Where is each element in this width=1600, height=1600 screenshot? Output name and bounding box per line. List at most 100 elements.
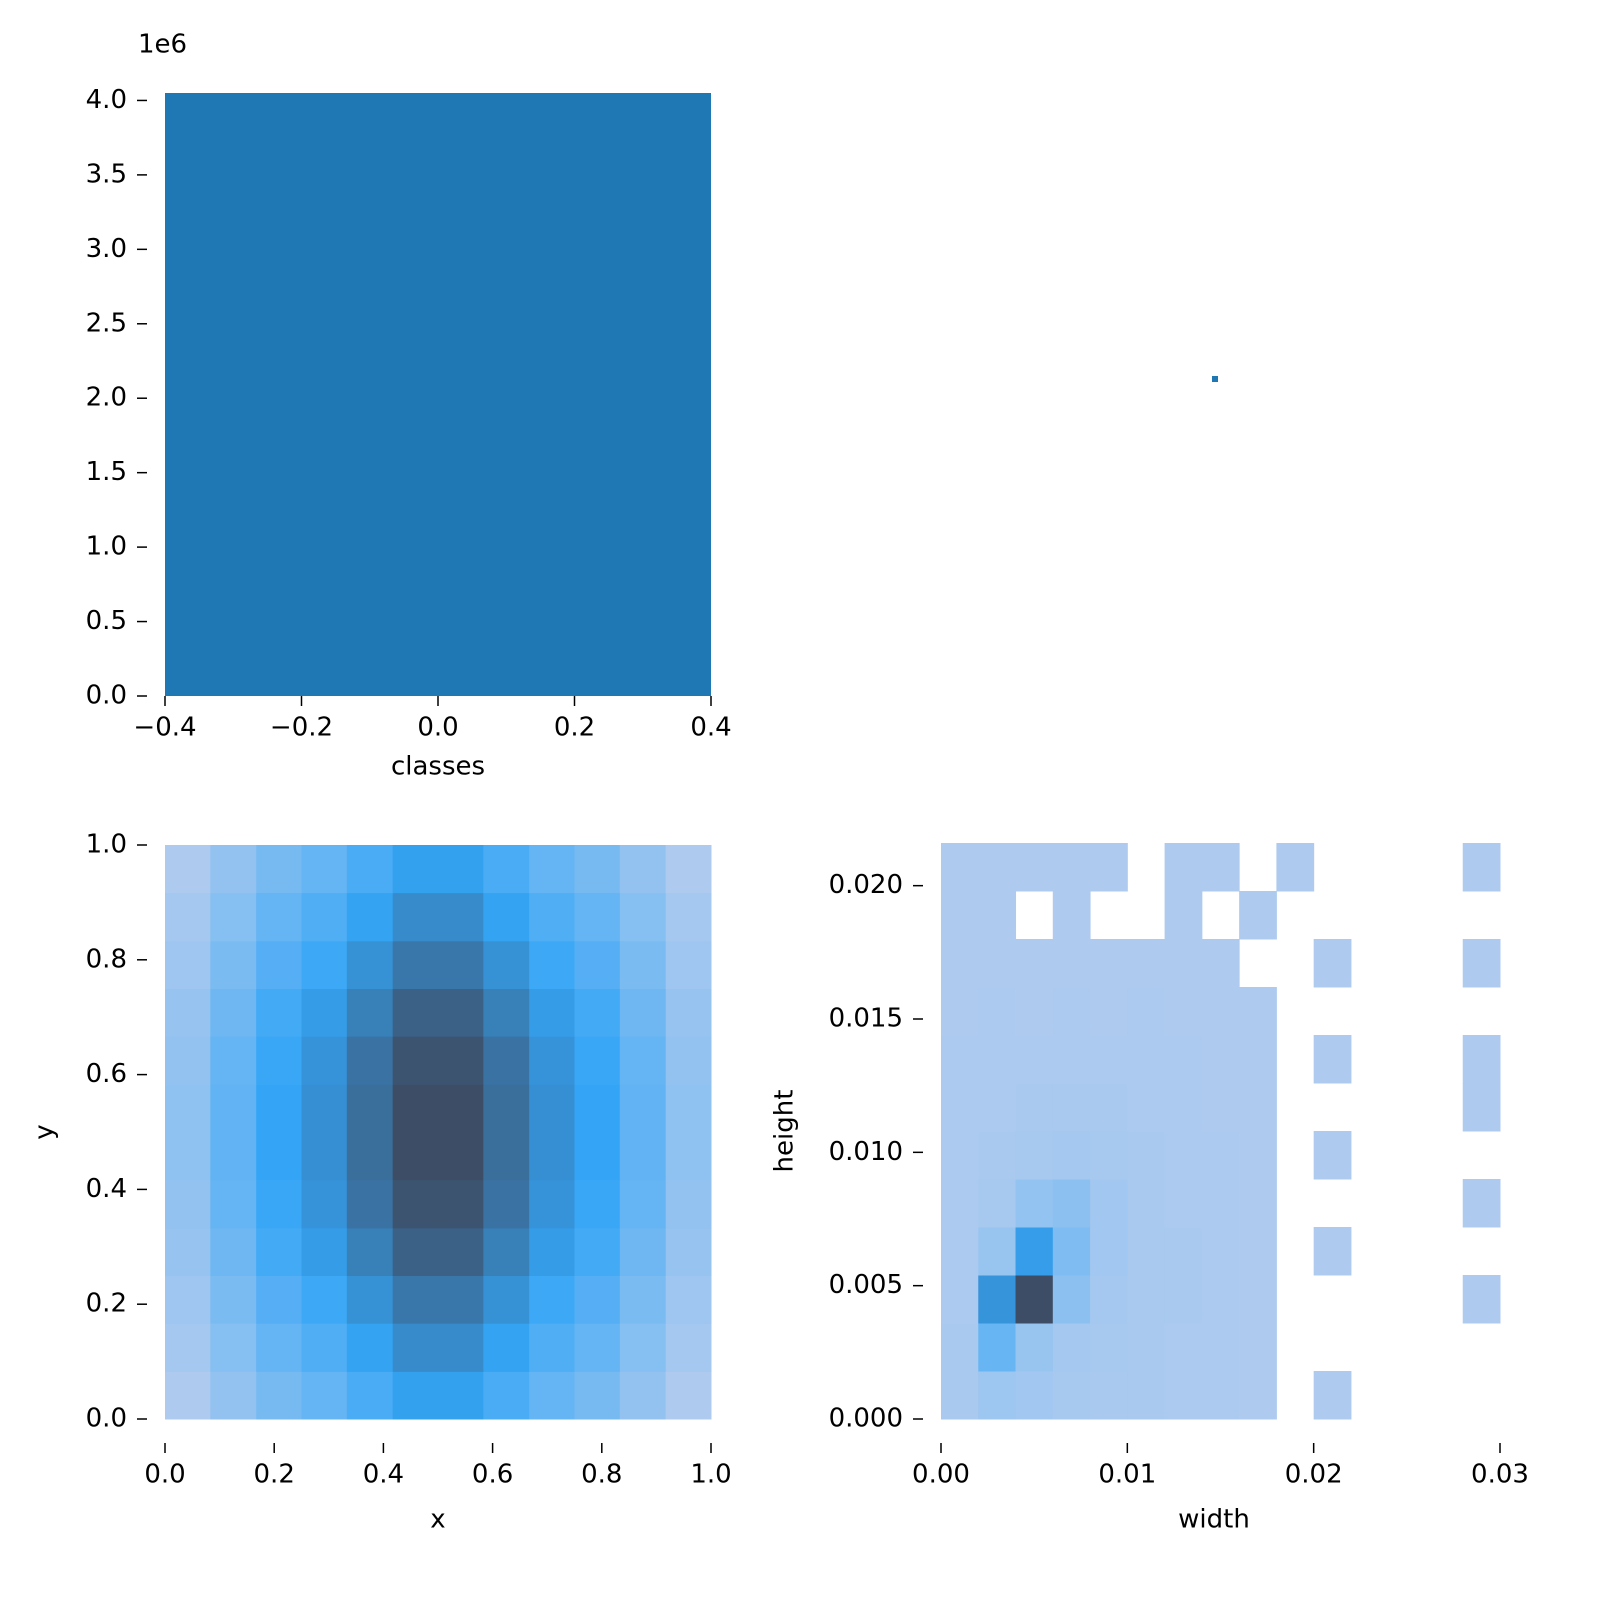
y-tick-label: 0.6 [86, 1059, 127, 1089]
y-tick-label: 0.010 [829, 1137, 903, 1167]
heatmap-cell [529, 1227, 575, 1276]
heatmap-cell [1313, 1131, 1352, 1180]
heatmap-cell [392, 892, 439, 942]
heatmap-cell [210, 988, 257, 1037]
heatmap-cell [941, 1179, 979, 1228]
heatmap-cell [165, 1275, 211, 1324]
heatmap-cell [619, 1132, 667, 1181]
x-tick-label: −0.4 [133, 713, 196, 743]
heatmap-cell [619, 845, 667, 894]
heatmap-cell [941, 1275, 979, 1324]
heatmap-cell [256, 1179, 302, 1229]
heatmap-cell [392, 1084, 439, 1133]
heatmap-cell [165, 1323, 211, 1372]
heatmap-cell [346, 1275, 394, 1324]
heatmap-cell [301, 1371, 348, 1420]
heatmap-cell [1127, 1083, 1166, 1132]
heatmap-cell [665, 940, 712, 989]
heatmap-cell [619, 988, 667, 1037]
heatmap-cell [619, 892, 667, 942]
heatmap-cell [346, 1179, 394, 1229]
y-tick-label: 0.020 [829, 870, 903, 900]
heatmap-cell [574, 1036, 621, 1085]
heatmap-cell [574, 1275, 621, 1324]
heatmap-cell [529, 1179, 575, 1229]
heatmap-cell [438, 1084, 484, 1133]
heatmap-cell [1052, 1227, 1091, 1276]
heatmap-cell [1313, 1371, 1352, 1420]
heatmap-cell [1239, 1035, 1277, 1084]
y-tick-label: 0.4 [86, 1174, 127, 1204]
heatmap-cell [165, 988, 211, 1037]
heatmap-cell [438, 845, 484, 894]
heatmap-cell [1127, 1275, 1166, 1324]
heatmap-cell [1015, 843, 1054, 892]
heatmap-cell [392, 988, 439, 1037]
heatmap-cell [529, 1084, 575, 1133]
x-axis-label: x [430, 1505, 445, 1535]
heatmap-cell [978, 1275, 1017, 1324]
heatmap-cell [1127, 1227, 1166, 1276]
heatmap-cell [978, 1323, 1017, 1372]
axis-offset-text: 1e6 [138, 30, 187, 60]
heatmap-cell [665, 892, 712, 942]
heatmap-cell [1239, 1131, 1277, 1180]
heatmap-cell [941, 891, 979, 940]
heatmap-cell [1127, 1179, 1166, 1228]
x-tick-label: 0.8 [581, 1460, 622, 1490]
heatmap-cell [978, 1227, 1017, 1276]
heatmap-cell [665, 1036, 712, 1085]
heatmap-cell [1164, 939, 1203, 988]
heatmap-cell [301, 1227, 348, 1276]
heatmap-cell [978, 843, 1017, 892]
heatmap-cell [1462, 1275, 1501, 1324]
heatmap-cell [256, 845, 302, 894]
heatmap-cell [665, 988, 712, 1037]
heatmap-cell [619, 940, 667, 989]
heatmap-cell [346, 845, 394, 894]
heatmap-cell [210, 1227, 257, 1276]
heatmap-cell [392, 1179, 439, 1229]
heatmap-cell [941, 1083, 979, 1132]
heatmap-cell [1201, 1035, 1240, 1084]
x-tick-label: 0.2 [254, 1460, 295, 1490]
heatmap-cell [483, 892, 530, 942]
heatmap-cell [1313, 1227, 1352, 1276]
heatmap-cell [210, 940, 257, 989]
heatmap-cell [301, 1132, 348, 1181]
x-tick-label: 0.02 [1285, 1460, 1343, 1490]
heatmap-cell [438, 1179, 484, 1229]
heatmap-cell [1313, 1035, 1352, 1084]
heatmap-cell [483, 845, 530, 894]
heatmap-cell [619, 1371, 667, 1420]
heatmap-cell [529, 988, 575, 1037]
heatmap-cell [438, 1371, 484, 1420]
heatmap-cell [1164, 987, 1203, 1036]
x-tick-label: 0.2 [554, 713, 595, 743]
heatmap-cell [619, 1227, 667, 1276]
bar [165, 93, 711, 696]
x-tick-label: 0.0 [144, 1460, 185, 1490]
heatmap-cell [665, 1227, 712, 1276]
heatmap-cell [1015, 1371, 1054, 1420]
x-tick-label: 0.0 [417, 713, 458, 743]
heatmap-cell [392, 940, 439, 989]
heatmap-cell [483, 1084, 530, 1133]
heatmap-cell [1201, 1323, 1240, 1372]
heatmap-cell [1090, 843, 1128, 892]
heatmap-cell [1201, 1083, 1240, 1132]
heatmap-cell [619, 1084, 667, 1133]
heatmap-cell [978, 939, 1017, 988]
heatmap-cell [301, 1179, 348, 1229]
heatmap-cell [1127, 1035, 1166, 1084]
heatmap-cell [1052, 939, 1091, 988]
y-tick-label: 0.0 [86, 681, 127, 711]
heatmap-cell [392, 1371, 439, 1420]
heatmap-cell [1239, 987, 1277, 1036]
x-tick-label: 0.03 [1471, 1460, 1529, 1490]
heatmap-cell [1164, 1275, 1203, 1324]
heatmap-cell [346, 1132, 394, 1181]
heatmap-cell [301, 892, 348, 942]
y-tick-label: 0.0 [86, 1404, 127, 1434]
